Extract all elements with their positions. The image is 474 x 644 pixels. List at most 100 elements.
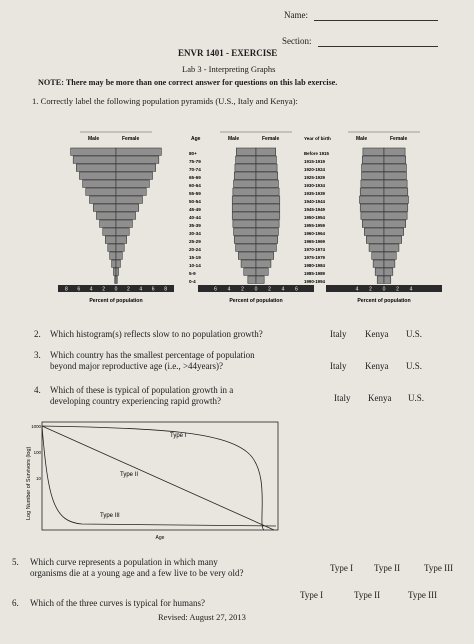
answer-option[interactable]: Type I bbox=[300, 590, 324, 600]
female-label: Female bbox=[262, 136, 279, 142]
age-group-label: 35-39 bbox=[189, 223, 201, 228]
male-label: Male bbox=[88, 136, 99, 142]
answer-option[interactable]: Type II bbox=[354, 590, 381, 600]
birth-year-label: 1985-1989 bbox=[304, 271, 326, 276]
male-bar bbox=[361, 219, 385, 228]
answer-option[interactable]: Italy bbox=[334, 393, 351, 403]
name-line[interactable] bbox=[314, 20, 438, 21]
birth-year-label: 1980-1984 bbox=[304, 263, 326, 268]
axis-tick-label: 4 bbox=[410, 287, 413, 293]
name-label: Name: bbox=[284, 10, 308, 20]
female-bar bbox=[115, 195, 143, 204]
male-bar bbox=[85, 187, 117, 196]
curve-type-ii bbox=[41, 425, 275, 531]
female-bar bbox=[383, 235, 402, 244]
question-1-text: Correctly label the following population… bbox=[40, 96, 298, 106]
percent-label: Percent of population bbox=[357, 298, 410, 304]
percent-label: Percent of population bbox=[229, 298, 282, 304]
male-bar bbox=[70, 147, 117, 156]
age-group-label: 5-9 bbox=[189, 271, 196, 276]
answer-option[interactable]: Type III bbox=[424, 563, 454, 573]
age-group-label: 25-29 bbox=[189, 239, 201, 244]
survivorship-frame bbox=[41, 421, 279, 531]
answer-option[interactable]: Kenya bbox=[368, 393, 392, 403]
axis-tick-label: 6 bbox=[295, 287, 298, 293]
male-bar bbox=[102, 227, 117, 236]
axis-tick-label: 6 bbox=[152, 287, 155, 293]
female-bar bbox=[255, 155, 277, 164]
male-bar bbox=[238, 251, 257, 260]
male-bar bbox=[233, 227, 257, 236]
answer-option[interactable]: U.S. bbox=[408, 393, 425, 403]
answer-option[interactable]: Kenya bbox=[365, 329, 389, 339]
section-label: Section: bbox=[282, 36, 312, 46]
question-number: 6. bbox=[12, 598, 19, 608]
birth-year-label: Before 1915 bbox=[304, 151, 329, 156]
answer-option[interactable]: Type II bbox=[374, 563, 401, 573]
female-bar bbox=[115, 251, 123, 260]
answer-option[interactable]: Italy bbox=[330, 329, 347, 339]
male-bar bbox=[96, 211, 117, 220]
female-bar bbox=[383, 243, 400, 252]
birth-year-label: 1915-1919 bbox=[304, 159, 326, 164]
survivorship-ylabel: Log Number of Survivors (log) bbox=[26, 446, 32, 520]
female-label: Female bbox=[122, 136, 139, 142]
axis-tick-label: 4 bbox=[90, 287, 93, 293]
lab-title: Lab 3 - Interpreting Graphs bbox=[182, 64, 276, 74]
female-bar bbox=[255, 243, 277, 252]
male-bar bbox=[366, 235, 385, 244]
male-bar bbox=[360, 179, 385, 188]
survivorship-ytick: 1000 bbox=[31, 424, 41, 429]
female-bar bbox=[255, 275, 265, 284]
female-bar bbox=[115, 171, 153, 180]
section-line[interactable] bbox=[318, 46, 438, 47]
axis-tick-label: 0 bbox=[383, 287, 386, 293]
male-bar bbox=[362, 147, 385, 156]
age-group-label: 0-4 bbox=[189, 279, 196, 284]
birth-year-label: 1945-1949 bbox=[304, 207, 326, 212]
axis-tick-label: 2 bbox=[396, 287, 399, 293]
female-bar bbox=[255, 179, 279, 188]
axis-tick-label: 8 bbox=[164, 287, 167, 293]
male-bar bbox=[72, 155, 117, 164]
axis-tick-label: 2 bbox=[241, 287, 244, 293]
male-bar bbox=[359, 203, 385, 212]
male-bar bbox=[233, 171, 257, 180]
birth-year-label: 1940-1944 bbox=[304, 199, 326, 204]
male-bar bbox=[231, 195, 257, 204]
female-label: Female bbox=[390, 136, 407, 142]
age-group-label: 30-34 bbox=[189, 231, 201, 236]
population-pyramids: Male Female 8 6 4 2 0 2 4 6 8 Percent of population… bbox=[58, 131, 442, 304]
birth-year-label: 1925-1929 bbox=[304, 175, 326, 180]
answer-option[interactable]: Kenya bbox=[365, 361, 389, 371]
survivorship-ytick: 100 bbox=[34, 450, 42, 455]
male-bar bbox=[236, 147, 257, 156]
birth-year-label: 1990-1994 bbox=[304, 279, 326, 284]
question-text: developing country experiencing rapid gr… bbox=[50, 396, 221, 406]
answer-option[interactable]: Type I bbox=[330, 563, 354, 573]
male-bar bbox=[364, 227, 385, 236]
answer-option[interactable]: Type III bbox=[408, 590, 438, 600]
female-bar bbox=[383, 179, 408, 188]
axis-tick-label: 2 bbox=[268, 287, 271, 293]
birth-year-label: 1965-1969 bbox=[304, 239, 326, 244]
male-bar bbox=[233, 235, 257, 244]
birth-year-label: 1955-1959 bbox=[304, 223, 326, 228]
curve-label: Type III bbox=[100, 513, 120, 519]
answer-option[interactable]: Italy bbox=[330, 361, 347, 371]
answer-option[interactable]: U.S. bbox=[406, 361, 423, 371]
male-bar bbox=[93, 203, 117, 212]
female-bar bbox=[255, 259, 272, 268]
female-bar bbox=[255, 219, 280, 228]
question-number: 5. bbox=[12, 557, 19, 567]
question-1: 1. Correctly label the following populat… bbox=[32, 96, 298, 106]
male-bar bbox=[232, 219, 257, 228]
male-bar bbox=[247, 275, 257, 284]
revised-date: Revised: August 27, 2013 bbox=[158, 612, 246, 622]
axis-tick-label: 2 bbox=[127, 287, 130, 293]
male-bar bbox=[109, 251, 117, 260]
answer-option[interactable]: U.S. bbox=[406, 329, 423, 339]
female-bar bbox=[255, 267, 269, 276]
female-bar bbox=[115, 227, 130, 236]
question-text: Which of the three curves is typical for… bbox=[30, 598, 205, 608]
